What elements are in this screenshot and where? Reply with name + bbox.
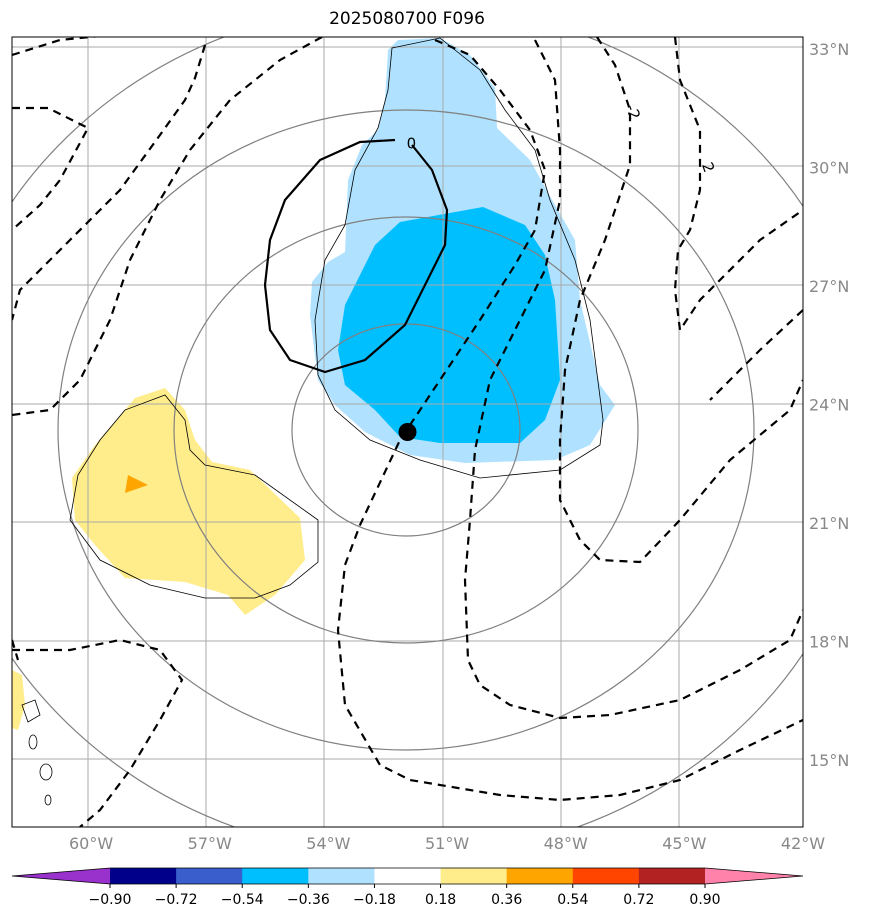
colorbar-tick-label: −0.18: [353, 892, 396, 908]
thin-outlines: [21, 37, 604, 806]
contour-label: -2: [622, 102, 644, 122]
colorbar-tick-label: 0.18: [425, 892, 456, 908]
shade-orange: [125, 475, 148, 493]
lat-tick-label: 21°N: [809, 514, 849, 533]
map-title: 2025080700 F096: [329, 9, 485, 29]
lat-tick-label: 30°N: [809, 158, 849, 177]
colorbar-extend-high: [705, 868, 803, 884]
colorbar-segment: [440, 868, 508, 884]
lat-tick-label: 27°N: [809, 277, 849, 296]
colorbar-tick-label: −0.90: [89, 892, 132, 908]
lat-tick-label: 33°N: [809, 40, 849, 59]
contour-lines: [12, 37, 803, 827]
colorbar-segment: [176, 868, 243, 884]
lat-tick-label: 15°N: [809, 751, 849, 770]
lon-tick-label: 42°W: [781, 834, 825, 853]
colorbar-segment: [374, 868, 442, 884]
lon-tick-label: 48°W: [544, 834, 588, 853]
lon-tick-label: 51°W: [425, 834, 469, 853]
colorbar-segment: [242, 868, 309, 884]
lon-tick-label: 54°W: [306, 834, 350, 853]
storm-center-marker: [398, 423, 417, 441]
colorbar-segment: [572, 868, 640, 884]
shade-light-yellow-west: [12, 670, 25, 730]
colorbar-extend-low: [12, 868, 110, 884]
lon-tick-label: 60°W: [69, 834, 113, 853]
plot-frame: [11, 36, 804, 828]
contour-labels: 0-22: [407, 102, 718, 175]
colorbar: −0.90 −0.72 −0.54 −0.36 −0.18 0.18 0.36 0.54 0.7…: [11, 867, 804, 908]
colorbar-segment: [308, 868, 375, 884]
colorbar-tick-label: −0.54: [221, 892, 264, 908]
colorbar-tick-label: 0.54: [557, 892, 588, 908]
lon-tick-label: 57°W: [188, 834, 232, 853]
longitude-labels: 60°W 57°W 54°W 51°W 48°W 45°W 42°W: [69, 834, 825, 853]
lat-tick-label: 18°N: [809, 632, 849, 651]
shade-deep-blue: [338, 207, 560, 443]
colorbar-segment: [638, 868, 706, 884]
colorbar-tick-label: 0.72: [623, 892, 654, 908]
colorbar-tick-label: 0.90: [689, 892, 720, 908]
contour-label: 0: [407, 135, 417, 153]
lat-tick-label: 24°N: [809, 395, 849, 414]
colorbar-segment: [110, 868, 177, 884]
latitude-labels: 33°N 30°N 27°N 24°N 21°N 18°N 15°N: [809, 40, 849, 770]
shade-light-yellow: [72, 388, 305, 615]
colorbar-segment: [506, 868, 574, 884]
colorbar-tick-label: −0.72: [155, 892, 198, 908]
colorbar-tick-label: 0.36: [491, 892, 522, 908]
colorbar-tick-label: −0.36: [287, 892, 330, 908]
lon-tick-label: 45°W: [662, 834, 706, 853]
